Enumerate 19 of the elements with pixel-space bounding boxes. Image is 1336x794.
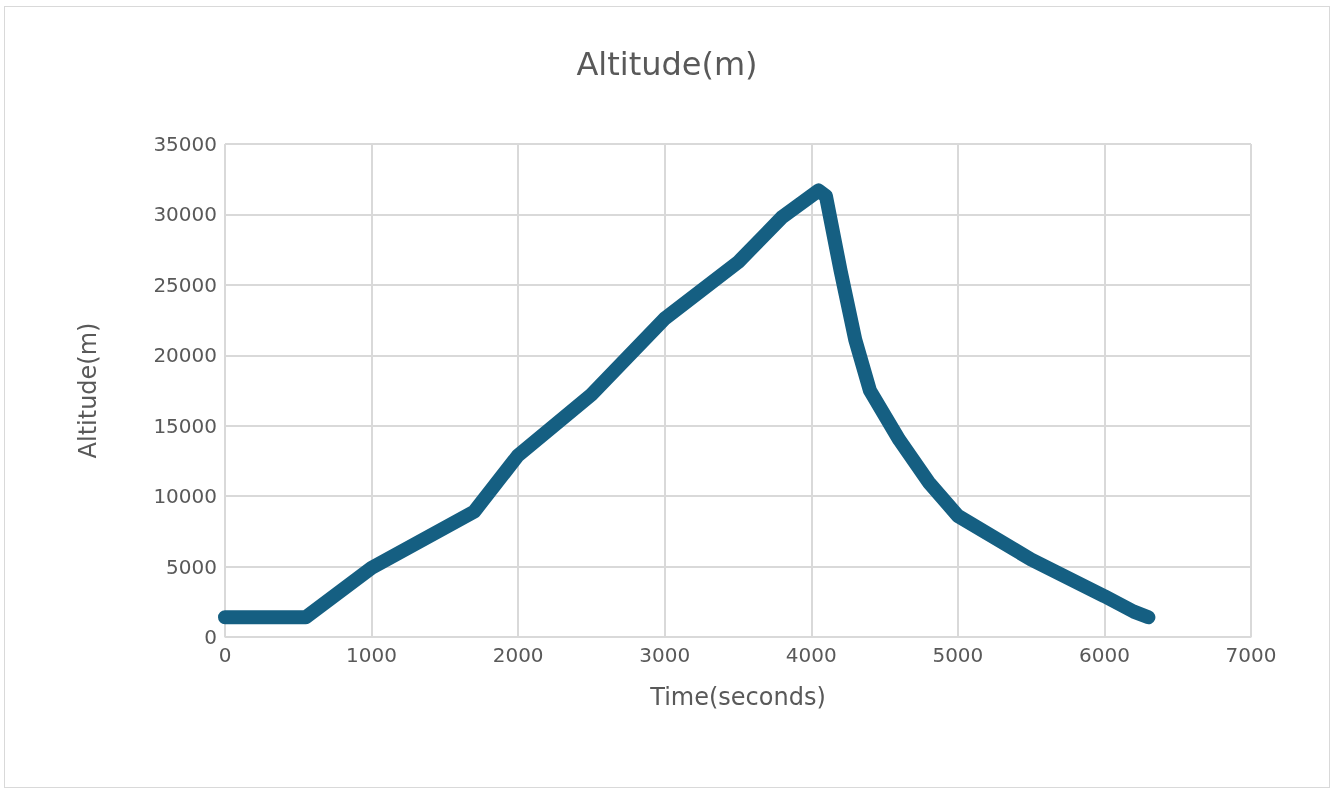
x-tick-label: 4000 <box>785 643 837 667</box>
y-tick-label: 10000 <box>153 484 217 509</box>
x-tick-label: 6000 <box>1078 643 1130 667</box>
x-axis-title: Time(seconds) <box>649 683 826 711</box>
y-tick-label: 20000 <box>153 343 217 368</box>
chart-title: Altitude(m) <box>576 45 758 83</box>
x-tick-label: 1000 <box>346 643 398 667</box>
y-tick-label: 0 <box>204 625 217 649</box>
x-tick-label: 2000 <box>492 643 544 667</box>
y-tick-label: 15000 <box>153 413 217 438</box>
y-tick-label: 35000 <box>153 132 217 156</box>
y-tick-label: 30000 <box>153 202 217 227</box>
x-tick-label: 5000 <box>932 643 984 667</box>
x-tick-label: 7000 <box>1225 643 1277 667</box>
x-tick-label: 0 <box>218 643 232 667</box>
x-tick-label: 3000 <box>639 643 691 667</box>
y-tick-label: 5000 <box>166 554 217 579</box>
y-axis-title: Altitude(m) <box>74 322 102 459</box>
y-tick-label: 25000 <box>153 272 217 297</box>
